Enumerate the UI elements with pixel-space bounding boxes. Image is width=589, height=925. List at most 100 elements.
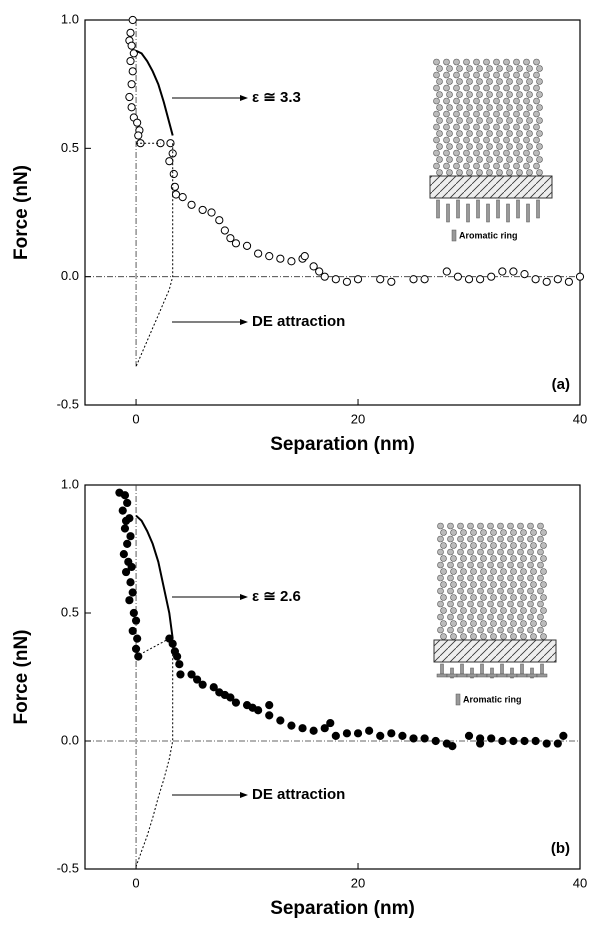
- lipid-bead: [490, 594, 497, 601]
- lipid-bead: [483, 162, 490, 170]
- data-point: [531, 736, 540, 746]
- y-tick-label: 1.0: [61, 476, 79, 491]
- lipid-bead: [446, 91, 453, 98]
- lipid-bead: [470, 633, 477, 640]
- lipid-bead: [463, 97, 470, 105]
- data-point: [559, 731, 568, 740]
- data-point: [387, 277, 396, 286]
- data-point: [531, 275, 540, 284]
- lipid-bead: [486, 143, 493, 150]
- lipid-bead: [467, 587, 474, 595]
- lipid-bead: [507, 600, 514, 608]
- lipid-bead: [526, 143, 533, 150]
- aromatic-ring: [526, 203, 530, 223]
- lipid-bead: [496, 117, 503, 124]
- lipid-bead: [447, 548, 454, 556]
- data-point: [326, 718, 335, 728]
- data-point: [129, 608, 138, 618]
- lipid-bead: [526, 91, 533, 98]
- lipid-bead: [466, 156, 473, 163]
- lipid-bead: [490, 581, 497, 588]
- lipid-bead: [487, 548, 494, 556]
- lipid-bead: [460, 633, 467, 640]
- data-point: [123, 498, 132, 508]
- lipid-bead: [527, 626, 534, 634]
- plot-frame: [84, 19, 581, 406]
- lipid-bead: [480, 568, 487, 575]
- lipid-bead: [526, 78, 533, 85]
- data-point: [127, 80, 136, 89]
- aromatic-ring: [456, 673, 468, 678]
- aromatic-ring: [536, 673, 548, 678]
- lipid-bead: [460, 607, 467, 614]
- data-point: [300, 252, 309, 261]
- lipid-bead: [537, 574, 544, 582]
- lipid-bead: [440, 607, 447, 614]
- lipid-bead: [463, 162, 470, 170]
- lipid-bead: [530, 581, 537, 588]
- lipid-bead: [450, 542, 457, 549]
- plot-frame: [84, 484, 581, 870]
- data-point: [448, 742, 457, 751]
- lipid-bead: [467, 574, 474, 582]
- aromatic-ring: [540, 663, 544, 675]
- lipid-bead: [500, 529, 507, 536]
- lipid-bead: [470, 568, 477, 575]
- lipid-bead: [487, 574, 494, 582]
- lipid-bead: [533, 123, 540, 131]
- data-point: [118, 506, 127, 515]
- lipid-bead: [510, 633, 517, 640]
- lipid-bead: [437, 548, 444, 556]
- inset-label: Aromatic ring: [463, 694, 522, 704]
- x-tick-label: 0: [132, 875, 139, 890]
- lipid-bead: [500, 568, 507, 575]
- data-point: [331, 731, 340, 740]
- y-tick-label: -0.5: [57, 860, 79, 875]
- lipid-bead: [463, 123, 470, 131]
- lipid-bead: [496, 169, 503, 176]
- data-point: [128, 588, 137, 597]
- lipid-bead: [493, 136, 500, 144]
- lipid-bead: [470, 607, 477, 614]
- lipid-bead: [513, 97, 520, 105]
- lipid-bead: [467, 561, 474, 569]
- aromatic-ring: [496, 673, 508, 678]
- lipid-bead: [497, 574, 504, 582]
- aromatic-ring: [436, 199, 440, 219]
- aromatic-ring: [520, 663, 524, 675]
- lipid-bead: [523, 97, 530, 105]
- data-point: [342, 729, 352, 738]
- lipid-bead: [537, 600, 544, 608]
- lipid-bead: [480, 620, 487, 627]
- legend-swatch: [451, 229, 457, 242]
- lipid-bead: [480, 542, 487, 549]
- annotation: DE attraction: [252, 786, 345, 803]
- lipid-bead: [437, 522, 444, 530]
- lipid-bead: [446, 117, 453, 124]
- lipid-bead: [540, 555, 547, 562]
- lipid-bead: [507, 535, 514, 543]
- lipid-bead: [466, 104, 473, 111]
- lipid-bead: [483, 149, 490, 157]
- substrate: [433, 639, 557, 663]
- lipid-bead: [517, 587, 524, 595]
- lipid-bead: [516, 169, 523, 176]
- lipid-bead: [436, 143, 443, 150]
- lipid-bead: [527, 548, 534, 556]
- lipid-bead: [460, 581, 467, 588]
- data-point: [342, 277, 352, 286]
- lipid-bead: [533, 149, 540, 157]
- lipid-bead: [480, 555, 487, 562]
- data-point: [168, 639, 177, 648]
- lipid-bead: [447, 574, 454, 582]
- lipid-bead: [523, 110, 530, 118]
- aromatic-ring: [476, 673, 488, 678]
- lipid-bead: [450, 594, 457, 601]
- data-point: [553, 739, 562, 748]
- aromatic-ring: [516, 673, 528, 678]
- data-point: [487, 272, 496, 281]
- aromatic-ring: [446, 203, 450, 223]
- data-point: [464, 275, 474, 284]
- lipid-bead: [470, 581, 477, 588]
- lipid-bead: [436, 117, 443, 124]
